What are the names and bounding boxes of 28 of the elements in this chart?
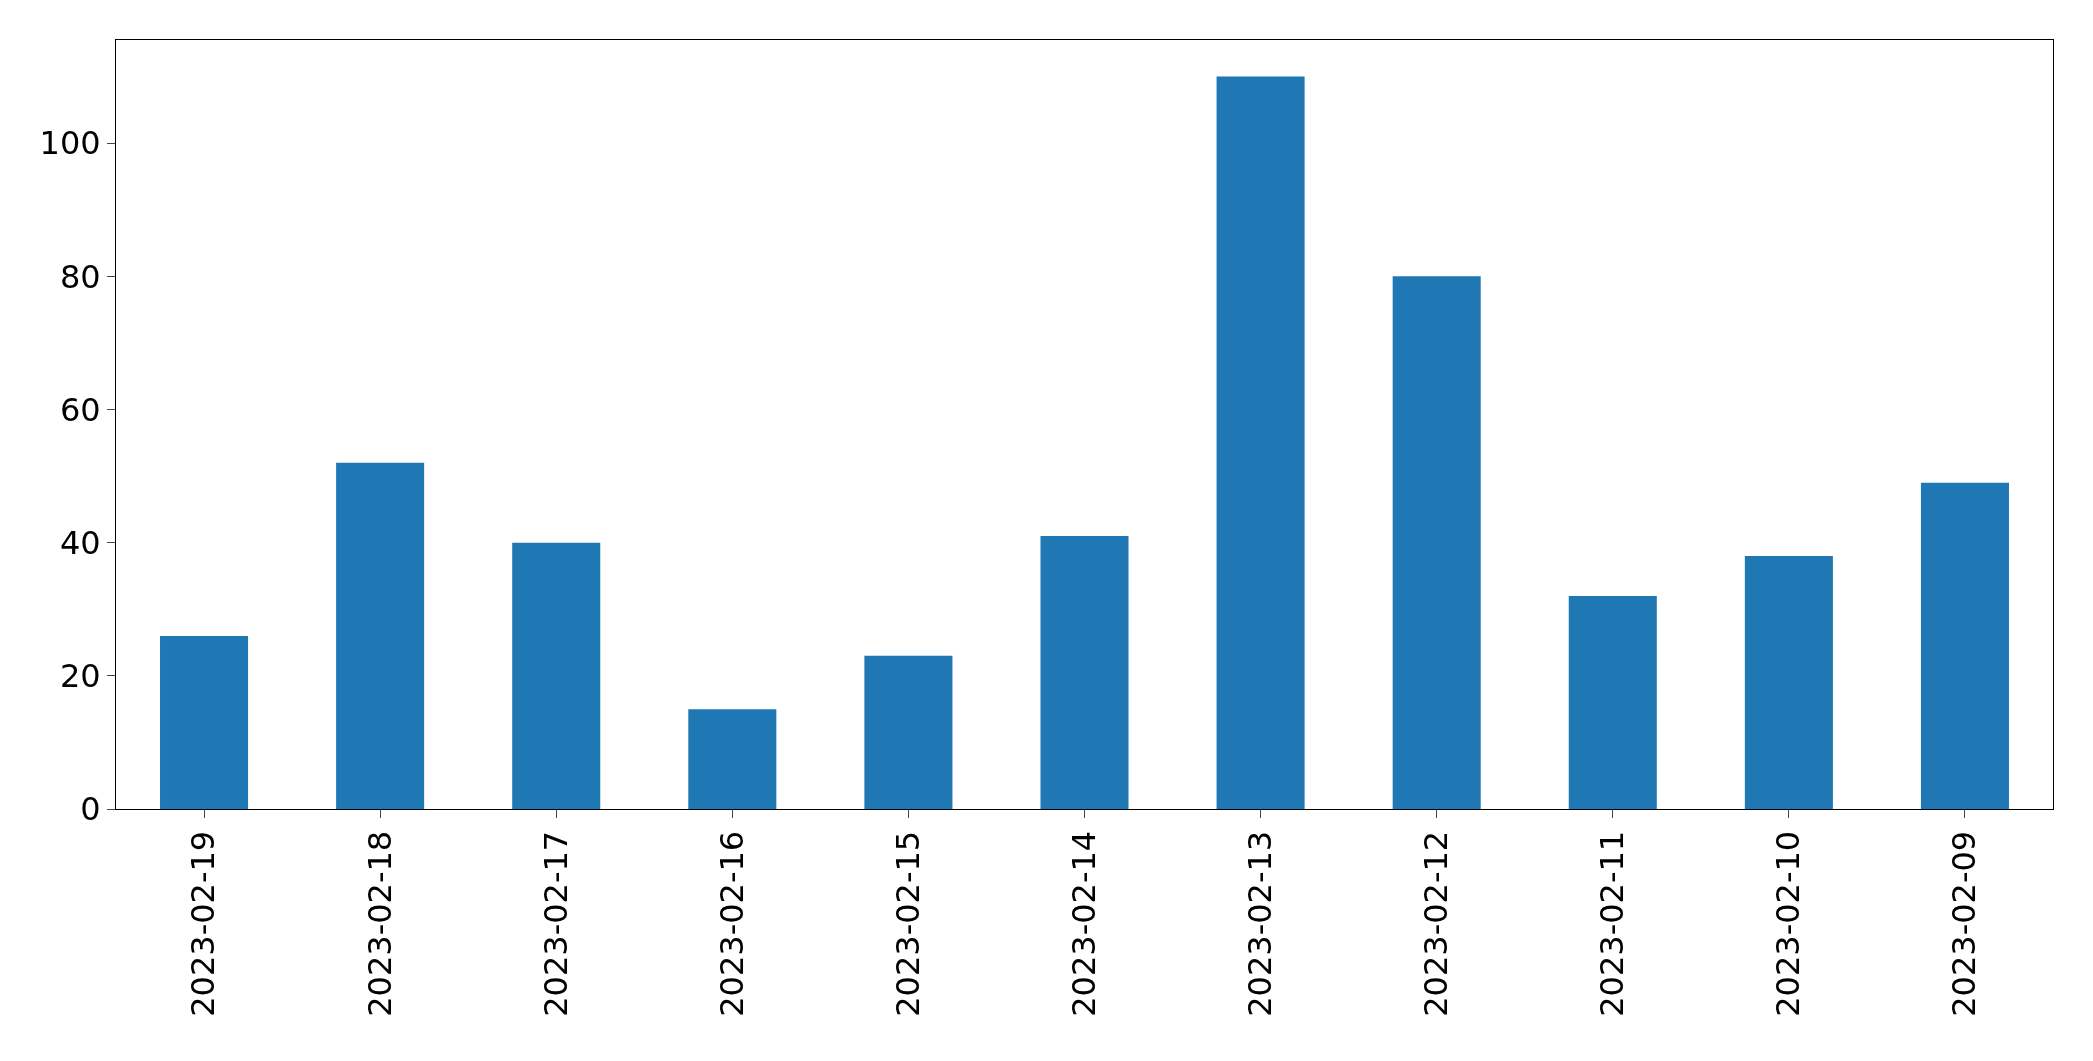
x-tick-label: 2023-02-17 xyxy=(536,830,575,1017)
bar xyxy=(512,542,601,809)
bar xyxy=(864,655,953,809)
bar xyxy=(1216,76,1305,809)
bar xyxy=(336,462,425,809)
y-tick-label: 60 xyxy=(59,390,101,429)
y-tick-label: 100 xyxy=(39,124,101,163)
x-tick-label: 2023-02-19 xyxy=(184,830,223,1017)
x-tick-label: 2023-02-11 xyxy=(1593,830,1632,1017)
x-tick-label: 2023-02-14 xyxy=(1064,830,1103,1017)
bar xyxy=(1392,276,1481,809)
bar xyxy=(1920,482,2009,809)
bar xyxy=(688,709,777,809)
y-tick-label: 40 xyxy=(59,523,101,562)
x-tick-label: 2023-02-18 xyxy=(360,830,399,1017)
y-tick-label: 0 xyxy=(80,790,101,829)
bar xyxy=(160,635,249,809)
bar xyxy=(1568,595,1657,809)
y-tick-label: 80 xyxy=(59,257,101,296)
x-tick-label: 2023-02-16 xyxy=(712,830,751,1017)
x-tick-label: 2023-02-12 xyxy=(1417,830,1456,1017)
x-tick-label: 2023-02-10 xyxy=(1769,830,1808,1017)
x-tick-label: 2023-02-13 xyxy=(1240,830,1279,1017)
bar xyxy=(1040,536,1129,809)
y-tick-label: 20 xyxy=(59,657,101,696)
x-tick-label: 2023-02-15 xyxy=(888,830,927,1017)
x-tick-label: 2023-02-09 xyxy=(1945,830,1984,1017)
bar xyxy=(1744,556,1833,809)
